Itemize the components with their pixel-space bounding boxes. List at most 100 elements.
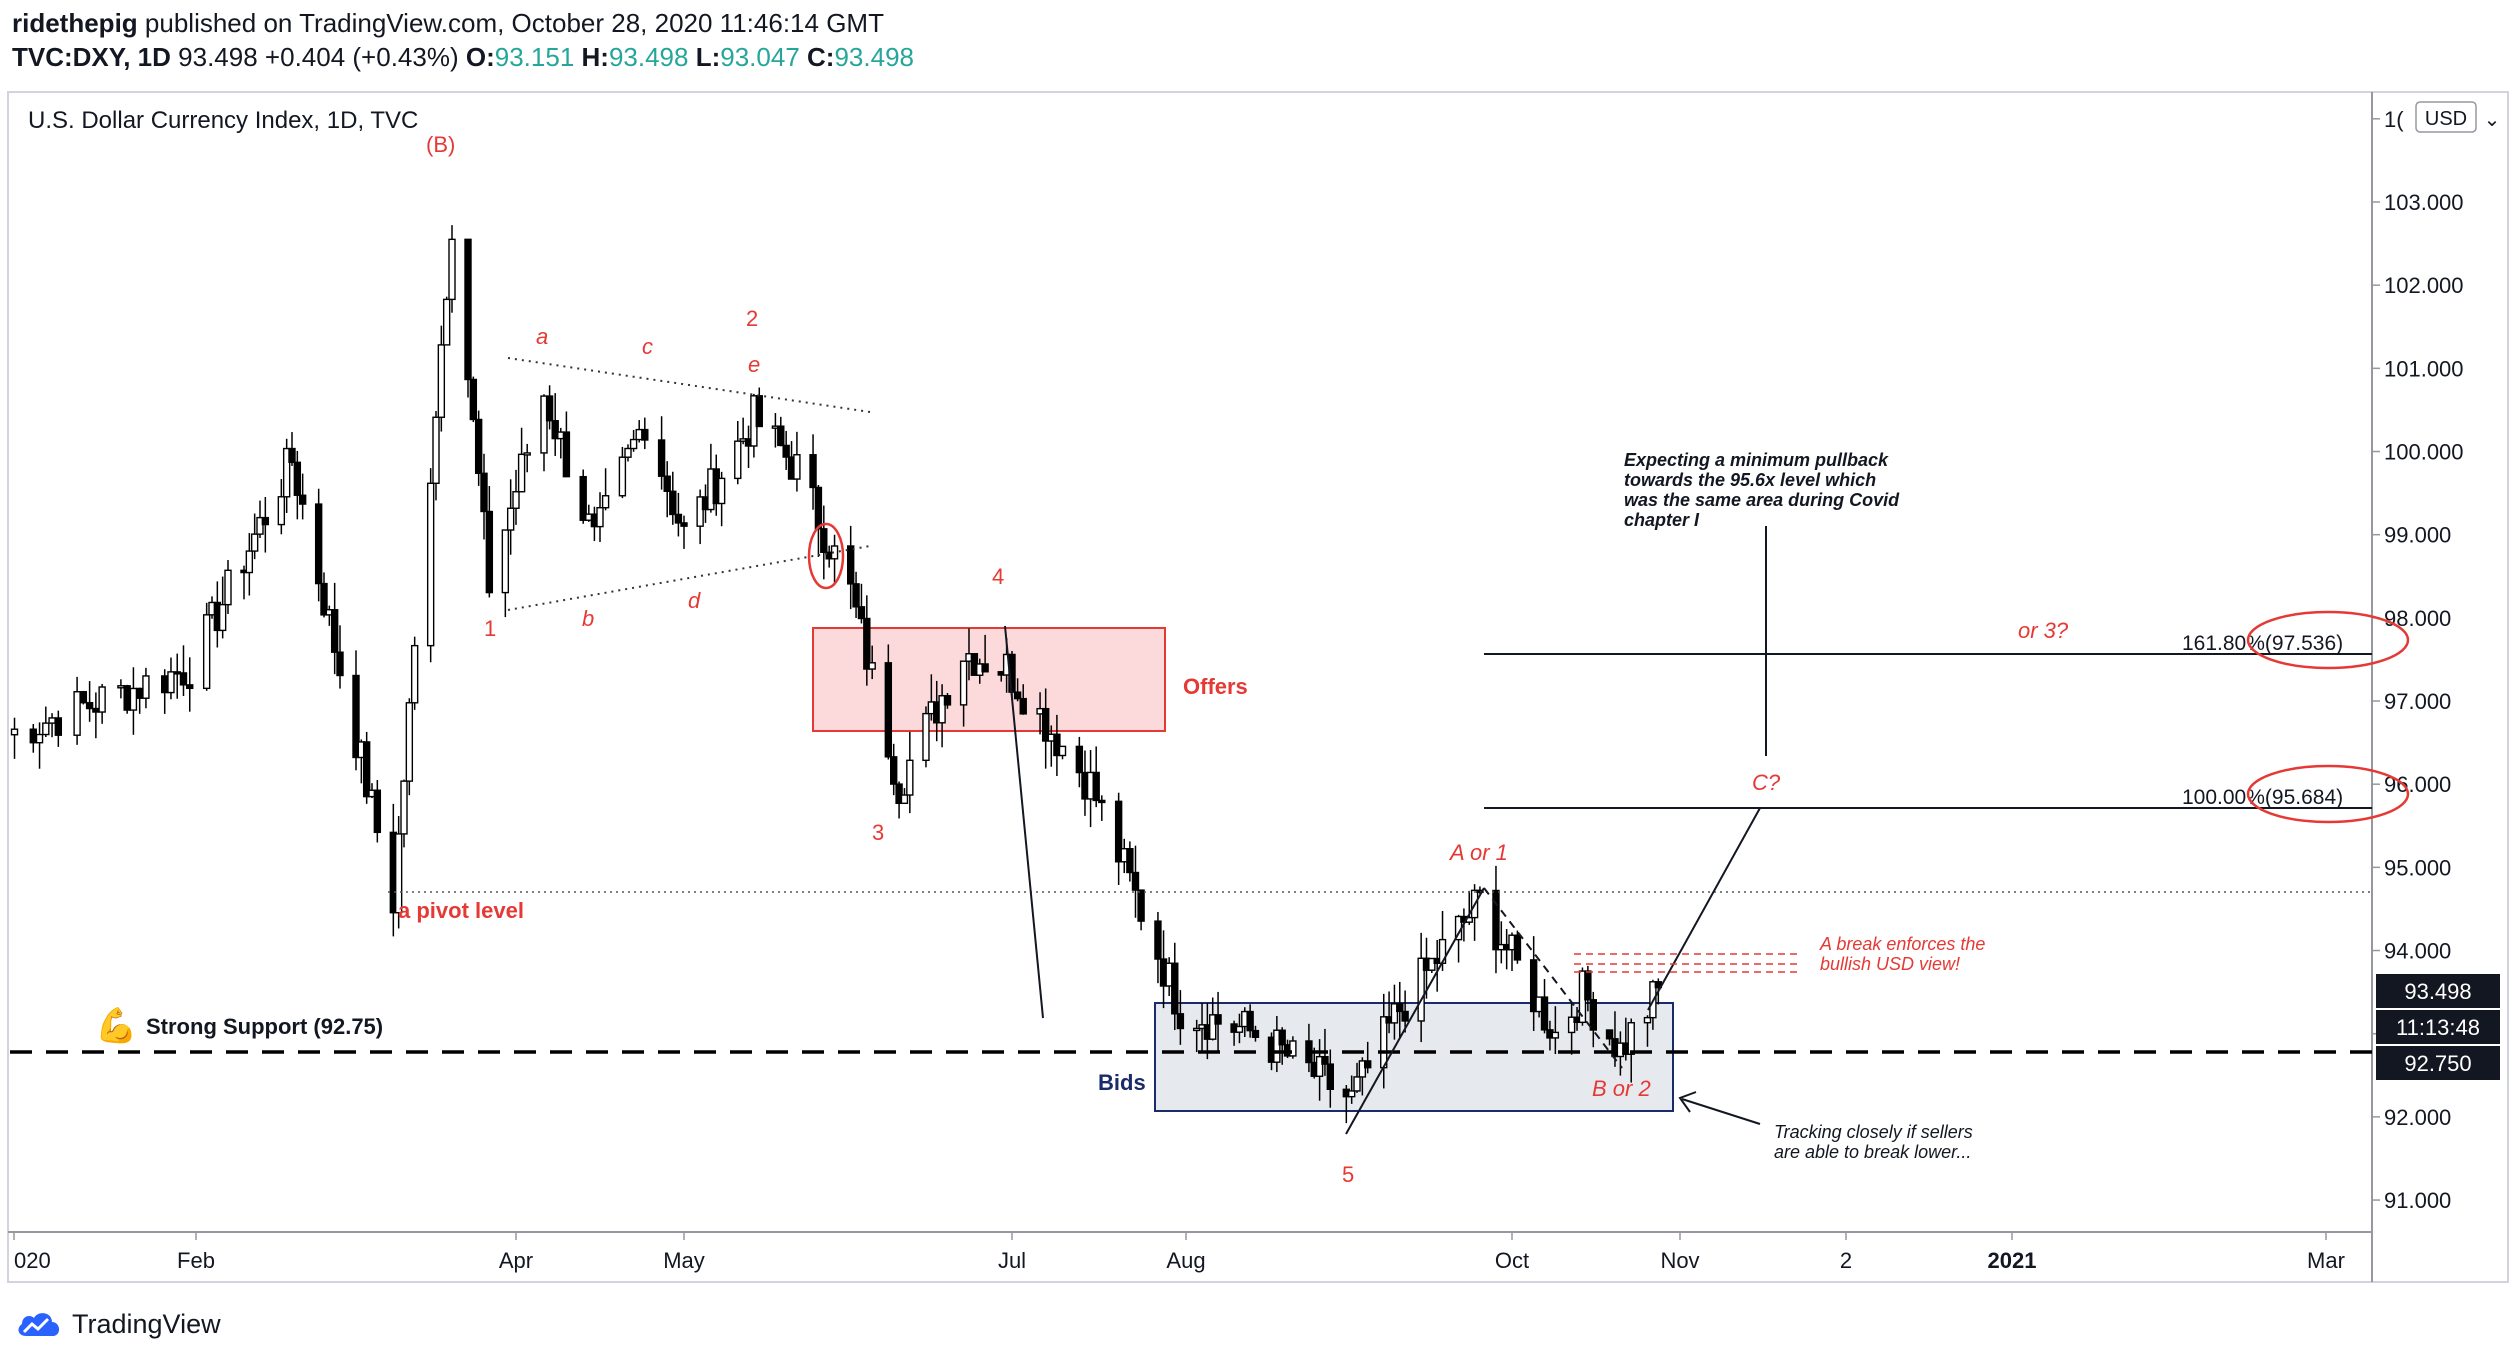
wave-label-1[interactable]: 1	[484, 616, 496, 641]
candle-body[interactable]	[85, 701, 94, 710]
offers-zone[interactable]	[812, 627, 1166, 732]
wave-label-e[interactable]: e	[748, 352, 760, 377]
candle-body[interactable]	[1529, 959, 1538, 1013]
fib-100-circle[interactable]	[2246, 764, 2410, 824]
support-price-tag[interactable]: 92.750	[2404, 1051, 2471, 1076]
candle-body[interactable]	[657, 439, 666, 477]
symbol-label[interactable]: TVC:DXY, 1D	[12, 42, 171, 72]
candle-body[interactable]	[906, 759, 914, 796]
candle-body[interactable]	[1321, 1055, 1329, 1065]
candle-body[interactable]	[1214, 1014, 1222, 1025]
candle-body[interactable]	[1289, 1040, 1297, 1057]
candle-body[interactable]	[857, 606, 866, 620]
candle-body[interactable]	[218, 603, 227, 632]
candle-body[interactable]	[629, 438, 638, 450]
wave-c-line[interactable]	[1647, 807, 1761, 1011]
candle-body[interactable]	[1137, 889, 1145, 922]
candle-body[interactable]	[1192, 1027, 1201, 1032]
candle-body[interactable]	[179, 672, 188, 686]
candle-body[interactable]	[1589, 999, 1597, 1031]
tracking-arrow[interactable]	[1681, 1098, 1761, 1125]
candle-body[interactable]	[426, 482, 435, 647]
candle-body[interactable]	[793, 454, 801, 480]
candle-body[interactable]	[669, 490, 677, 516]
wave-label-b[interactable]: b	[582, 606, 594, 631]
candle-body[interactable]	[129, 687, 138, 711]
candle-body[interactable]	[868, 662, 876, 670]
candle-body[interactable]	[48, 717, 56, 724]
candle-body[interactable]	[464, 238, 472, 381]
candle-body[interactable]	[981, 663, 989, 673]
candle-body[interactable]	[173, 671, 181, 675]
triangle-lower-line[interactable]	[507, 545, 871, 611]
candle-body[interactable]	[261, 516, 270, 526]
candle-body[interactable]	[1114, 800, 1123, 863]
candle-body[interactable]	[846, 545, 855, 585]
candle-body[interactable]	[256, 516, 264, 535]
candle-body[interactable]	[830, 545, 839, 560]
candle-body[interactable]	[320, 582, 328, 616]
candle-body[interactable]	[523, 452, 531, 456]
candle-body[interactable]	[1098, 799, 1106, 804]
candle-body[interactable]	[161, 675, 169, 694]
candle-body[interactable]	[1643, 1016, 1652, 1024]
candle-body[interactable]	[1235, 1025, 1244, 1033]
candle-body[interactable]	[1131, 871, 1140, 891]
candle-body[interactable]	[1513, 934, 1522, 961]
candle-body[interactable]	[250, 533, 259, 552]
candle-body[interactable]	[1390, 1003, 1399, 1024]
last-price-tag[interactable]: 93.498	[2404, 979, 2471, 1004]
candle-body[interactable]	[448, 238, 456, 301]
fib-1618-circle[interactable]	[2246, 610, 2410, 670]
candle-body[interactable]	[245, 550, 254, 574]
candle-body[interactable]	[809, 454, 817, 489]
candle-body[interactable]	[814, 486, 823, 530]
candle-body[interactable]	[674, 513, 683, 524]
candle-body[interactable]	[717, 477, 726, 505]
candle-body[interactable]	[1401, 1010, 1409, 1022]
wave-4-to-5-line[interactable]	[1004, 625, 1044, 1019]
candle-body[interactable]	[474, 418, 483, 475]
candle-body[interactable]	[618, 456, 627, 497]
wave-label-A-or-1[interactable]: A or 1	[1448, 840, 1508, 865]
candle-body[interactable]	[890, 756, 898, 785]
candle-body[interactable]	[1358, 1060, 1367, 1078]
candle-body[interactable]	[442, 298, 451, 346]
candle-body[interactable]	[782, 444, 790, 458]
wave-label-2[interactable]: 2	[746, 306, 758, 331]
candle-body[interactable]	[1075, 745, 1084, 774]
candle-body[interactable]	[663, 475, 671, 492]
candle-body[interactable]	[1540, 996, 1549, 1031]
candle-body[interactable]	[1605, 1029, 1614, 1040]
candle-body[interactable]	[734, 440, 742, 480]
wave-label-5[interactable]: 5	[1342, 1162, 1354, 1187]
candle-body[interactable]	[298, 494, 307, 505]
author-name[interactable]: ridethepig	[12, 8, 138, 38]
candle-body[interactable]	[601, 495, 610, 509]
candle-body[interactable]	[432, 416, 440, 484]
price-axis[interactable]: 91.00092.00093.00094.00095.00096.00097.0…	[2372, 107, 2464, 1213]
candle-body[interactable]	[29, 728, 37, 744]
price-chart[interactable]: U.S. Dollar Currency Index, 1D, TVC 91.0…	[0, 0, 2516, 1292]
candle-body[interactable]	[352, 674, 360, 759]
candle-body[interactable]	[202, 614, 211, 690]
candle-body[interactable]	[480, 472, 488, 513]
countdown-tag[interactable]: 11:13:48	[2396, 1015, 2480, 1040]
wave-label-B[interactable]: (B)	[426, 132, 455, 157]
candle-body[interactable]	[224, 569, 232, 606]
candle-body[interactable]	[501, 529, 510, 594]
wave-label-c[interactable]: c	[642, 334, 653, 359]
candle-body[interactable]	[79, 691, 88, 704]
candle-body[interactable]	[288, 447, 296, 464]
candle-body[interactable]	[1053, 733, 1061, 757]
candle-body[interactable]	[1627, 1022, 1635, 1055]
candle-body[interactable]	[336, 651, 344, 677]
candle-body[interactable]	[167, 671, 175, 694]
wave-b-line[interactable]	[1483, 887, 1623, 1069]
candle-body[interactable]	[54, 717, 63, 736]
candle-body[interactable]	[293, 461, 302, 496]
candle-body[interactable]	[330, 609, 339, 653]
candle-body[interactable]	[884, 662, 893, 758]
candle-body[interactable]	[895, 783, 903, 805]
candle-body[interactable]	[1058, 745, 1067, 757]
